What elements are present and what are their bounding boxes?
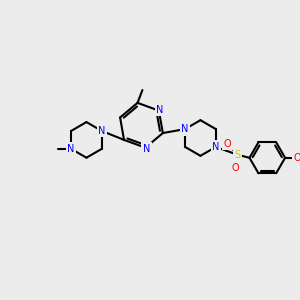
Text: O: O: [232, 163, 239, 173]
Text: N: N: [143, 144, 150, 154]
Text: O: O: [224, 139, 232, 149]
Text: N: N: [67, 144, 75, 154]
Text: S: S: [235, 150, 241, 160]
Text: N: N: [98, 126, 106, 136]
Text: N: N: [156, 105, 164, 115]
Text: O: O: [293, 153, 300, 163]
Text: N: N: [212, 142, 220, 152]
Text: N: N: [181, 124, 189, 134]
